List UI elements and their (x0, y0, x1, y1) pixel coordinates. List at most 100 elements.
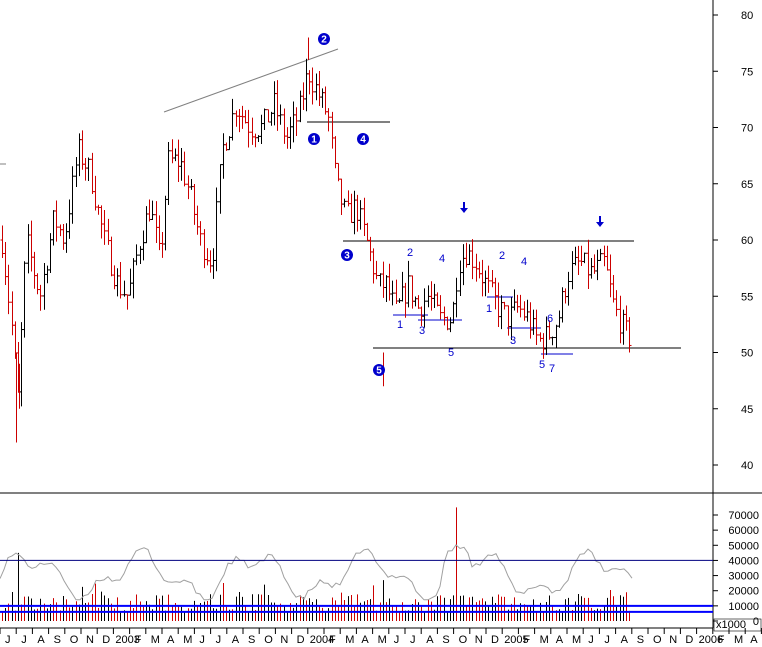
wave-label: 3 (419, 325, 425, 337)
month-label: J (21, 634, 27, 646)
volume-tick-label: 10000 (728, 601, 759, 613)
volume-oscillator (0, 544, 633, 601)
month-label: M (183, 634, 192, 646)
month-label: M (378, 634, 387, 646)
month-label: J (588, 634, 594, 646)
price-tick-label: 70 (741, 123, 753, 135)
month-label: S (54, 634, 61, 646)
price-tick-label: 55 (741, 291, 753, 303)
month-label: J (5, 634, 11, 646)
month-label: S (637, 634, 644, 646)
month-label: J (394, 634, 400, 646)
month-label: O (459, 634, 468, 646)
wave-marker-label: 1 (311, 135, 317, 146)
wave-label: 5 (539, 359, 545, 371)
down-arrow-icon (460, 202, 468, 213)
month-label: N (280, 634, 288, 646)
volume-tick-label: 50000 (728, 540, 759, 552)
price-tick-label: 40 (741, 460, 753, 472)
month-label: M (734, 634, 743, 646)
wave-marker: 3 (341, 249, 353, 262)
month-label: J (410, 634, 416, 646)
month-label: D (102, 634, 110, 646)
month-label: N (475, 634, 483, 646)
wave-marker-label: 5 (376, 366, 382, 377)
month-label: S (442, 634, 449, 646)
upper-trendline (163, 48, 339, 113)
month-label: A (167, 634, 175, 646)
wave-marker-circle (318, 33, 330, 45)
month-label: O (70, 634, 79, 646)
down-arrow-icon (596, 216, 604, 227)
volume-tick-label: 30000 (728, 571, 759, 583)
month-label: M (151, 634, 160, 646)
volume-unit-box (713, 618, 762, 632)
month-label: M (572, 634, 581, 646)
month-label: A (556, 634, 564, 646)
month-label: N (86, 634, 94, 646)
price-tick-label: 65 (741, 179, 753, 191)
wave-label: 6 (547, 313, 553, 325)
month-label: J (604, 634, 610, 646)
month-label: 2006 (699, 634, 723, 646)
wave-label: 4 (521, 256, 527, 268)
month-label: A (37, 634, 45, 646)
volume-tick-label: 40000 (728, 555, 759, 567)
month-label: A (426, 634, 434, 646)
wave-marker-circle (373, 364, 385, 376)
month-label: M (345, 634, 354, 646)
month-label: O (264, 634, 273, 646)
price-tick-label: 45 (741, 404, 753, 416)
month-label: N (669, 634, 677, 646)
month-label: J (199, 634, 205, 646)
month-label: F (523, 634, 530, 646)
wave-label: 5 (448, 347, 454, 359)
month-label: F (329, 634, 336, 646)
month-label: A (621, 634, 629, 646)
wave-label: 2 (407, 247, 413, 259)
month-label: D (297, 634, 305, 646)
month-label: F (135, 634, 142, 646)
wave-marker: 1 (308, 133, 320, 146)
wave-marker: 5 (373, 364, 385, 377)
price-tick-label: 75 (741, 66, 753, 78)
volume-tick-label: 70000 (728, 510, 759, 522)
price-bars (0, 37, 632, 443)
month-label: A (750, 634, 758, 646)
month-label: F (718, 634, 725, 646)
wave-label: 7 (549, 363, 555, 375)
price-axis: 80 75 70 65 60 55 50 45 40 (713, 10, 753, 472)
wave-marker-label: 3 (344, 251, 350, 262)
wave-marker-circle (341, 249, 353, 261)
wave-marker: 2 (318, 33, 330, 46)
price-tick-label: 80 (741, 10, 753, 22)
wave-label: 1 (397, 319, 403, 331)
month-label: 2004 (310, 634, 334, 646)
month-label: J (216, 634, 222, 646)
price-tick-label: 60 (741, 235, 753, 247)
wave-label: 4 (439, 253, 445, 265)
month-label: 2003 (115, 634, 139, 646)
volume-axis: 70000 60000 50000 40000 30000 20000 10000 0 x100… (713, 510, 762, 632)
month-label: A (232, 634, 240, 646)
month-label: A (361, 634, 369, 646)
month-label: S (248, 634, 255, 646)
wave-marker-circle (308, 133, 320, 145)
volume-tick-label: 20000 (728, 586, 759, 598)
month-label: D (491, 634, 499, 646)
wave-label: 3 (510, 335, 516, 347)
volume-bars (2, 507, 630, 621)
volume-unit-label: x1000 (716, 619, 746, 631)
wave-marker-label: 4 (360, 135, 366, 146)
month-label: D (685, 634, 693, 646)
volume-reference-lines (0, 559, 713, 613)
month-label: 2005 (504, 634, 528, 646)
wave-marker-circle (357, 133, 369, 145)
price-tick-label: 50 (741, 348, 753, 360)
volume-tick-label: 0 (753, 616, 759, 628)
wave-label: 1 (486, 303, 492, 315)
month-label: M (540, 634, 549, 646)
month-label: O (653, 634, 662, 646)
